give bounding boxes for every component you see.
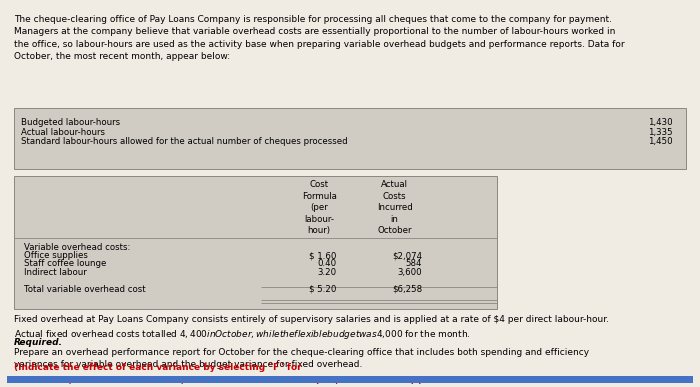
Text: Variable overhead costs:: Variable overhead costs:	[24, 243, 130, 252]
Text: 0.40: 0.40	[317, 260, 336, 269]
Text: 1,430: 1,430	[648, 118, 673, 127]
Text: $2,074: $2,074	[392, 251, 422, 260]
Text: Actual labour-hours: Actual labour-hours	[21, 127, 105, 137]
Text: Required.: Required.	[14, 338, 63, 348]
Text: Fixed overhead at Pay Loans Company consists entirely of supervisory salaries an: Fixed overhead at Pay Loans Company cons…	[14, 315, 609, 341]
Text: Actual
Costs
Incurred
in
October: Actual Costs Incurred in October	[377, 180, 412, 235]
FancyBboxPatch shape	[14, 108, 686, 169]
FancyBboxPatch shape	[14, 176, 498, 309]
Text: $ 1.60: $ 1.60	[309, 251, 336, 260]
Text: Prepare an overhead performance report for October for the cheque-clearing offic: Prepare an overhead performance report f…	[14, 348, 589, 369]
Text: $ 5.20: $ 5.20	[309, 284, 336, 293]
FancyBboxPatch shape	[7, 376, 693, 383]
Text: 3.20: 3.20	[317, 268, 336, 277]
Text: Office supplies: Office supplies	[24, 251, 88, 260]
Text: Total variable overhead cost: Total variable overhead cost	[24, 284, 146, 293]
Text: 1,335: 1,335	[648, 127, 673, 137]
Text: $6,258: $6,258	[392, 284, 422, 293]
Text: Staff coffee lounge: Staff coffee lounge	[24, 260, 106, 269]
Text: Cost
Formula
(per
labour-
hour): Cost Formula (per labour- hour)	[302, 180, 337, 235]
Text: (Indicate the effect of each variance by selecting "F" for
favourable, "U" for u: (Indicate the effect of each variance by…	[14, 363, 422, 385]
Text: 3,600: 3,600	[398, 268, 422, 277]
Text: Indirect labour: Indirect labour	[24, 268, 87, 277]
Text: Budgeted labour-hours: Budgeted labour-hours	[21, 118, 120, 127]
Text: Standard labour-hours allowed for the actual number of cheques processed: Standard labour-hours allowed for the ac…	[21, 137, 347, 146]
Text: The cheque-clearing office of Pay Loans Company is responsible for processing al: The cheque-clearing office of Pay Loans …	[14, 15, 624, 61]
Text: 1,450: 1,450	[648, 137, 673, 146]
Text: 584: 584	[405, 260, 422, 269]
